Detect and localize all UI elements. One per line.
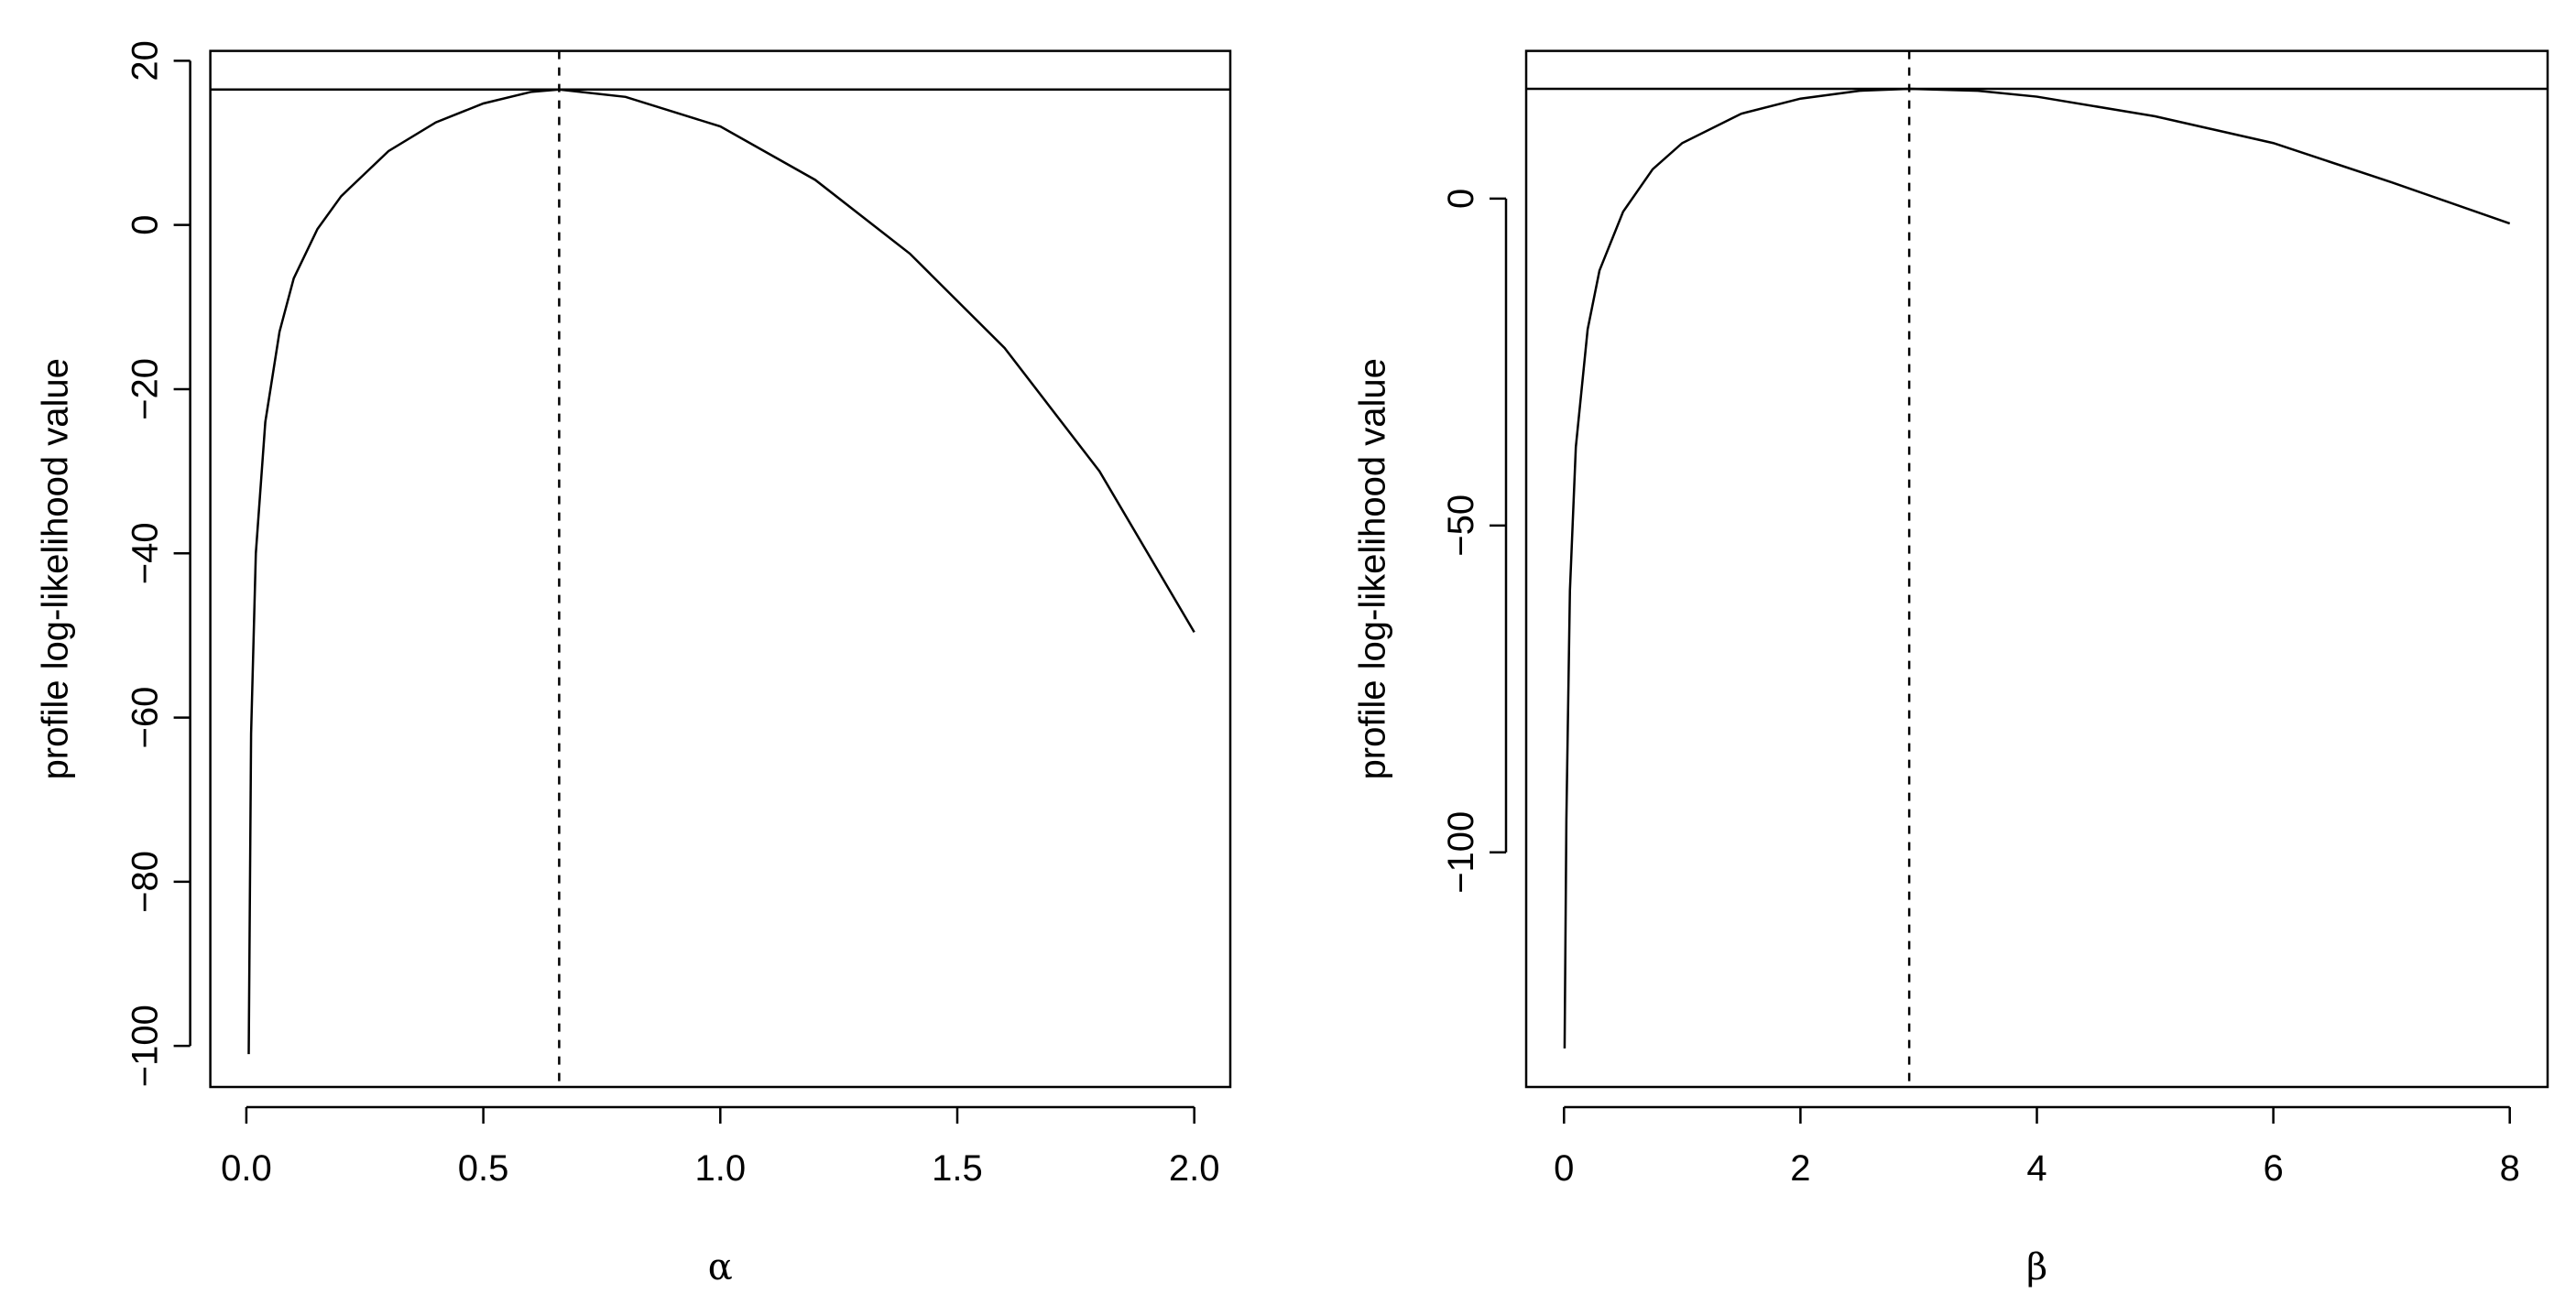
x-tick-label: 0	[1554, 1148, 1574, 1189]
y-tick-label: −100	[1441, 811, 1481, 894]
x-tick-label: 6	[2263, 1148, 2283, 1189]
panel: 0.0 0.5 1.0 1.5 2.0 −100 −80 −60 −40 −20 0 20 α profi…	[36, 40, 1232, 1288]
y-axis-label: profile log-likelihood value	[36, 358, 76, 779]
x-tick-label: 0.0	[221, 1148, 272, 1189]
x-tick-label: 4	[2026, 1148, 2047, 1189]
y-tick-label: −60	[126, 687, 166, 749]
curve	[247, 88, 1195, 1055]
y-axis-label: profile log-likelihood value	[1353, 358, 1393, 779]
x-tick-label: 2.0	[1169, 1148, 1220, 1189]
y-tick-label: −40	[126, 522, 166, 584]
plot-frame	[1524, 49, 2549, 1089]
x-tick-label: 1.0	[694, 1148, 746, 1189]
y-tick-label: −20	[126, 358, 166, 420]
x-tick-label: 1.5	[932, 1148, 983, 1189]
x-tick-label: 2	[1790, 1148, 1810, 1189]
y-tick-label: 0	[1441, 189, 1481, 209]
y-tick-label: −80	[126, 851, 166, 913]
y-tick-label: 20	[126, 40, 166, 82]
plot-frame	[209, 49, 1232, 1089]
x-axis-label: β	[2026, 1246, 2047, 1288]
curve	[1563, 87, 2511, 1049]
x-axis-label: α	[708, 1246, 733, 1288]
x-tick-label: 8	[2500, 1148, 2520, 1189]
y-tick-label: −50	[1441, 494, 1481, 557]
x-tick-label: 0.5	[458, 1148, 509, 1189]
panel: 0 2 4 6 8 −100 −50 0 β profile log-likelihood val…	[1353, 49, 2549, 1288]
y-tick-label: 0	[126, 215, 166, 235]
y-tick-label: −100	[126, 1005, 166, 1087]
